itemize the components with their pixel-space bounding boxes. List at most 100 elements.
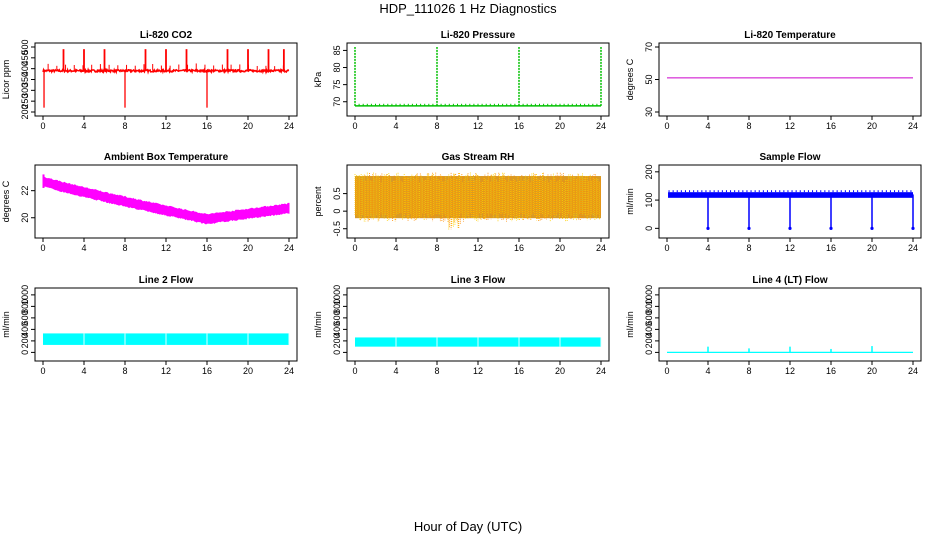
plot-frame bbox=[658, 42, 922, 117]
panel-sample-flow: Sample Flow ml/min 0 4 8 12 16 20 24 0 100 200 bbox=[625, 152, 922, 253]
y-tick-label: 0 bbox=[332, 350, 342, 355]
panel-title: Line 2 Flow bbox=[139, 275, 194, 286]
x-tick-label: 12 bbox=[161, 121, 171, 131]
x-tick-label: 16 bbox=[826, 366, 836, 376]
x-tick-label: 20 bbox=[867, 243, 877, 253]
x-tick-label: 8 bbox=[122, 243, 127, 253]
y-tick-label: -0.5 bbox=[332, 221, 342, 237]
panel-line-2-flow: Line 2 Flow ml/min 0 4 8 12 16 20 24 0 20040060080… bbox=[1, 275, 298, 376]
data-layer bbox=[354, 47, 602, 107]
y-tick-label: 0.5 bbox=[332, 187, 342, 200]
sample-flow-drop-point bbox=[870, 226, 874, 230]
x-tick-label: 12 bbox=[785, 366, 795, 376]
y-tick-label: 80 bbox=[332, 63, 342, 73]
x-tick-label: 16 bbox=[202, 243, 212, 253]
x-tick-label: 4 bbox=[393, 243, 398, 253]
y-tick-label: 85 bbox=[332, 45, 342, 55]
data-layer bbox=[354, 172, 601, 230]
data-layer bbox=[42, 174, 290, 225]
x-tick-label: 4 bbox=[705, 121, 710, 131]
panel-gas-stream-rh: Gas Stream RH percent 0 4 8 12 16 20 24 -0.5 0 0.5 bbox=[313, 152, 610, 253]
x-tick-label: 20 bbox=[555, 243, 565, 253]
x-tick-label: 0 bbox=[664, 366, 669, 376]
y-tick-label: 50 bbox=[644, 74, 654, 84]
x-tick-label: 0 bbox=[664, 243, 669, 253]
y-tick-label: 70 bbox=[644, 42, 654, 52]
panel-title: Li-820 Pressure bbox=[441, 30, 516, 41]
sample-flow-drop-point bbox=[747, 226, 751, 230]
y-tick-label: 200 bbox=[20, 104, 30, 119]
y-tick-label: 75 bbox=[332, 80, 342, 90]
x-tick-label: 24 bbox=[284, 243, 294, 253]
y-tick-label: 250 bbox=[20, 94, 30, 109]
y-axis-label: ml/min bbox=[625, 311, 635, 338]
x-tick-label: 20 bbox=[555, 121, 565, 131]
y-tick-label: 800 bbox=[644, 299, 654, 314]
y-tick-label: 20 bbox=[20, 213, 30, 223]
y-tick-label: 200 bbox=[20, 333, 30, 348]
y-axis-label: ml/min bbox=[625, 188, 635, 215]
panel-title: Sample Flow bbox=[759, 152, 820, 163]
y-tick-label: 500 bbox=[20, 39, 30, 54]
x-tick-label: 8 bbox=[122, 121, 127, 131]
y-axis-label: ml/min bbox=[313, 311, 323, 338]
x-tick-label: 24 bbox=[908, 366, 918, 376]
plot-frame bbox=[346, 287, 610, 362]
x-tick-label: 20 bbox=[555, 366, 565, 376]
x-tick-label: 16 bbox=[202, 121, 212, 131]
x-tick-label: 4 bbox=[393, 366, 398, 376]
x-tick-label: 16 bbox=[826, 243, 836, 253]
x-tick-label: 4 bbox=[393, 121, 398, 131]
x-tick-label: 4 bbox=[705, 243, 710, 253]
y-tick-label: 200 bbox=[332, 333, 342, 348]
x-tick-label: 12 bbox=[473, 121, 483, 131]
box-temp-band bbox=[42, 175, 290, 225]
y-tick-label: 0 bbox=[20, 350, 30, 355]
sample-flow-drop-point bbox=[788, 226, 792, 230]
x-tick-label: 12 bbox=[785, 121, 795, 131]
panel-title: Line 4 (LT) Flow bbox=[752, 275, 828, 286]
panel-line-3-flow: Line 3 Flow ml/min 0 4 8 12 16 20 24 0 20040060080… bbox=[313, 275, 610, 376]
y-tick-label: 800 bbox=[20, 299, 30, 314]
x-tick-label: 8 bbox=[746, 366, 751, 376]
x-tick-label: 0 bbox=[352, 366, 357, 376]
y-tick-label: 1000 bbox=[332, 285, 342, 305]
x-tick-label: 20 bbox=[243, 366, 253, 376]
x-tick-label: 16 bbox=[514, 243, 524, 253]
sample-flow-drop-point bbox=[829, 226, 833, 230]
y-tick-label: 200 bbox=[644, 164, 654, 179]
x-tick-label: 0 bbox=[40, 121, 45, 131]
sample-flow-drop-point bbox=[911, 226, 915, 230]
x-tick-label: 16 bbox=[826, 121, 836, 131]
x-tick-label: 12 bbox=[785, 243, 795, 253]
y-tick-label: 200 bbox=[644, 333, 654, 348]
data-layer bbox=[668, 190, 915, 230]
y-axis-label: degrees C bbox=[1, 180, 11, 222]
x-tick-label: 24 bbox=[596, 243, 606, 253]
x-tick-label: 24 bbox=[908, 121, 918, 131]
y-tick-label: 600 bbox=[20, 310, 30, 325]
x-tick-label: 4 bbox=[81, 243, 86, 253]
y-tick-label: 450 bbox=[20, 50, 30, 65]
y-axis-label: kPa bbox=[313, 72, 323, 88]
y-tick-label: 600 bbox=[644, 310, 654, 325]
panel-li-820-temperature: Li-820 Temperature degrees C 0 4 8 12 16 20 24 30… bbox=[625, 30, 922, 131]
x-tick-label: 12 bbox=[473, 243, 483, 253]
x-tick-label: 0 bbox=[664, 121, 669, 131]
x-tick-label: 16 bbox=[514, 121, 524, 131]
y-tick-label: 22 bbox=[20, 186, 30, 196]
x-tick-label: 8 bbox=[434, 366, 439, 376]
x-tick-label: 24 bbox=[284, 121, 294, 131]
y-tick-label: 1000 bbox=[20, 285, 30, 305]
y-tick-label: 1000 bbox=[644, 285, 654, 305]
x-tick-label: 8 bbox=[434, 121, 439, 131]
sample-flow-drop-point bbox=[706, 226, 710, 230]
y-tick-label: 350 bbox=[20, 72, 30, 87]
panel-li-820-co2: Li-820 CO2 Licor ppm 0 4 8 12 16 20 24 2002503003… bbox=[1, 30, 298, 131]
y-tick-label: 0 bbox=[332, 209, 342, 214]
x-tick-label: 24 bbox=[908, 243, 918, 253]
panel-title: Li-820 CO2 bbox=[140, 30, 193, 41]
y-tick-label: 0 bbox=[644, 226, 654, 231]
data-layer bbox=[667, 346, 913, 353]
x-tick-label: 16 bbox=[202, 366, 212, 376]
